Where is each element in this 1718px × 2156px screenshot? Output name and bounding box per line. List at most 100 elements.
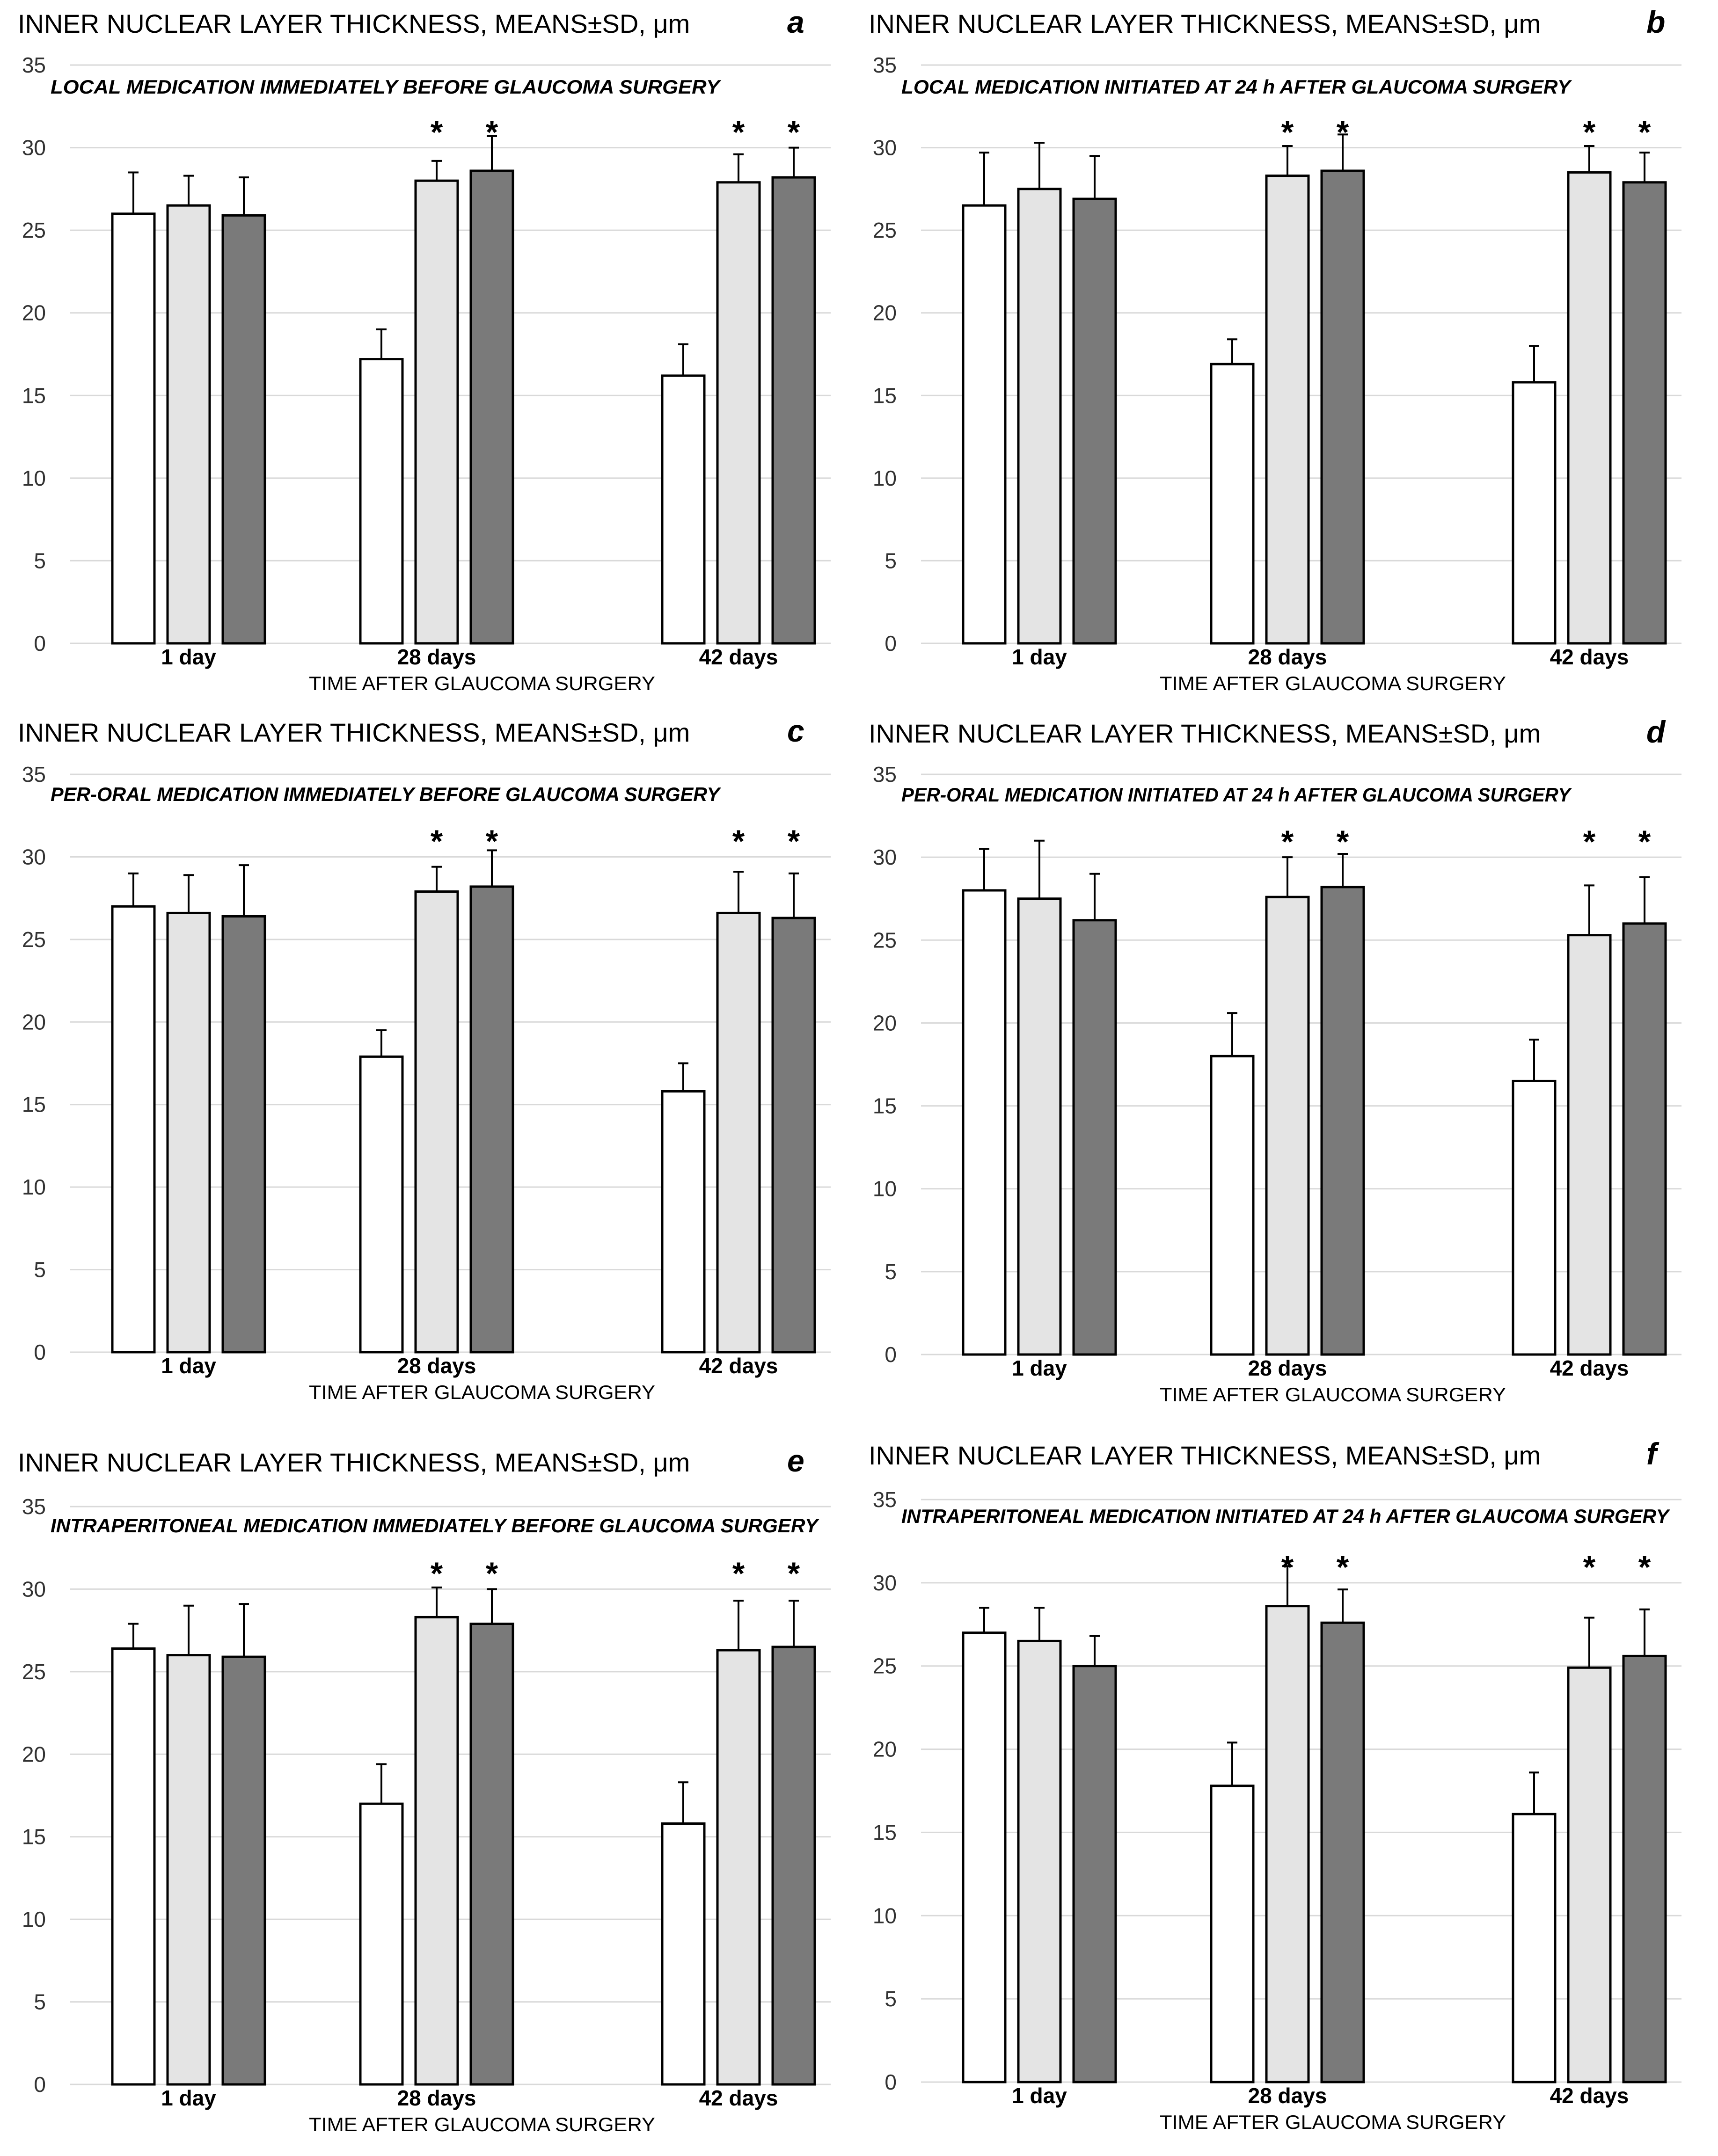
x-tick-label: 1 day <box>161 645 216 669</box>
y-tick-label: 10 <box>873 1177 897 1201</box>
significance-marker: * <box>1281 824 1294 859</box>
y-tick-label: 10 <box>22 1175 46 1199</box>
bar <box>221 915 266 1354</box>
chart-subtitle: LOCAL MEDICATION IMMEDIATELY BEFORE GLAU… <box>51 76 722 98</box>
y-tick-label: 0 <box>34 631 46 656</box>
y-tick-label: 0 <box>885 631 897 656</box>
x-tick-label: 42 days <box>699 645 778 669</box>
y-tick-label: 10 <box>873 1903 897 1928</box>
significance-marker: * <box>788 1556 800 1591</box>
x-tick-label: 1 day <box>1012 2083 1067 2108</box>
bar <box>166 1654 211 2086</box>
bar <box>1567 171 1612 645</box>
y-tick-label: 30 <box>22 845 46 869</box>
bar <box>1320 169 1365 645</box>
bar <box>962 1632 1007 2083</box>
y-tick-label: 5 <box>34 1258 46 1282</box>
y-tick-label: 5 <box>885 548 897 573</box>
y-tick-label: 15 <box>873 1094 897 1118</box>
bar <box>414 1616 459 2086</box>
significance-marker: * <box>1281 114 1294 150</box>
bar <box>1512 1079 1557 1356</box>
y-tick-label: 5 <box>885 1987 897 2011</box>
x-axis-label: TIME AFTER GLAUCOMA SURGERY <box>309 2113 655 2135</box>
bar <box>716 181 761 645</box>
y-tick-label: 0 <box>885 1342 897 1367</box>
y-tick-label: 20 <box>873 301 897 325</box>
panel-label: f <box>1646 1436 1660 1471</box>
bar <box>1512 381 1557 645</box>
y-tick-label: 30 <box>22 136 46 160</box>
chart-panel-c: INNER NUCLEAR LAYER THICKNESS, MEANS±SD,… <box>18 714 831 1403</box>
chart-panel-f: INNER NUCLEAR LAYER THICKNESS, MEANS±SD,… <box>869 1436 1681 2133</box>
x-tick-label: 1 day <box>1012 645 1067 669</box>
bar <box>1210 363 1255 645</box>
x-axis-label: TIME AFTER GLAUCOMA SURGERY <box>1160 1384 1506 1406</box>
bar <box>1265 175 1310 645</box>
panel-label: b <box>1646 5 1665 39</box>
significance-marker: * <box>732 823 745 859</box>
significance-marker: * <box>431 114 443 150</box>
x-tick-label: 28 days <box>397 1354 476 1378</box>
significance-marker: * <box>788 823 800 859</box>
bar <box>1210 1055 1255 1356</box>
y-tick-label: 30 <box>873 136 897 160</box>
chart-title: INNER NUCLEAR LAYER THICKNESS, MEANS±SD,… <box>18 1448 690 1477</box>
y-tick-label: 0 <box>34 2072 46 2097</box>
bar <box>962 889 1007 1356</box>
bar <box>1622 1654 1667 2083</box>
y-tick-label: 15 <box>22 383 46 408</box>
y-tick-label: 10 <box>873 466 897 490</box>
y-tick-label: 20 <box>22 301 46 325</box>
significance-marker: * <box>1638 824 1651 859</box>
y-tick-label: 25 <box>873 1654 897 1678</box>
bar <box>359 358 404 645</box>
bar <box>1265 896 1310 1356</box>
chart-subtitle: INTRAPERITONEAL MEDICATION INITIATED AT … <box>901 1505 1671 1527</box>
bar <box>469 885 514 1354</box>
bar <box>469 1623 514 2086</box>
chart-panel-d: INNER NUCLEAR LAYER THICKNESS, MEANS±SD,… <box>869 714 1681 1406</box>
significance-marker: * <box>1337 824 1349 859</box>
y-tick-label: 15 <box>873 1820 897 1844</box>
chart-subtitle: INTRAPERITONEAL MEDICATION IMMEDIATELY B… <box>51 1515 820 1537</box>
bar <box>469 169 514 645</box>
chart-subtitle: PER-ORAL MEDICATION IMMEDIATELY BEFORE G… <box>51 783 722 805</box>
x-tick-label: 28 days <box>1248 645 1327 669</box>
y-tick-label: 25 <box>22 1660 46 1684</box>
significance-marker: * <box>486 823 498 859</box>
y-tick-label: 35 <box>22 762 46 787</box>
significance-marker: * <box>1281 1549 1294 1585</box>
y-tick-label: 10 <box>22 466 46 490</box>
y-tick-label: 10 <box>22 1907 46 1931</box>
panel-label: e <box>787 1443 804 1478</box>
bar <box>1320 886 1365 1356</box>
y-tick-label: 0 <box>34 1340 46 1364</box>
y-tick-label: 15 <box>22 1825 46 1849</box>
bar <box>111 212 156 645</box>
y-tick-label: 35 <box>22 1494 46 1519</box>
significance-marker: * <box>1337 1549 1349 1585</box>
significance-marker: * <box>1638 114 1651 150</box>
x-tick-label: 42 days <box>1550 1356 1629 1380</box>
panel-label: a <box>787 5 804 39</box>
bar <box>716 911 761 1354</box>
bar <box>414 890 459 1354</box>
y-tick-label: 30 <box>873 845 897 869</box>
y-tick-label: 30 <box>22 1577 46 1601</box>
x-tick-label: 1 day <box>161 2086 216 2110</box>
chart-subtitle: PER-ORAL MEDICATION INITIATED AT 24 h AF… <box>901 784 1572 806</box>
x-axis-label: TIME AFTER GLAUCOMA SURGERY <box>1160 672 1506 694</box>
chart-panel-a: INNER NUCLEAR LAYER THICKNESS, MEANS±SD,… <box>18 5 831 694</box>
bar <box>1265 1605 1310 2083</box>
bar <box>359 1802 404 2086</box>
chart-title: INNER NUCLEAR LAYER THICKNESS, MEANS±SD,… <box>869 1441 1541 1470</box>
panel-label: c <box>787 714 804 748</box>
bar <box>1622 181 1667 645</box>
y-tick-label: 5 <box>34 1990 46 2014</box>
bar <box>661 1822 706 2086</box>
bar <box>1622 922 1667 1356</box>
x-tick-label: 28 days <box>397 645 476 669</box>
x-tick-label: 42 days <box>699 1354 778 1378</box>
bar <box>1567 934 1612 1356</box>
